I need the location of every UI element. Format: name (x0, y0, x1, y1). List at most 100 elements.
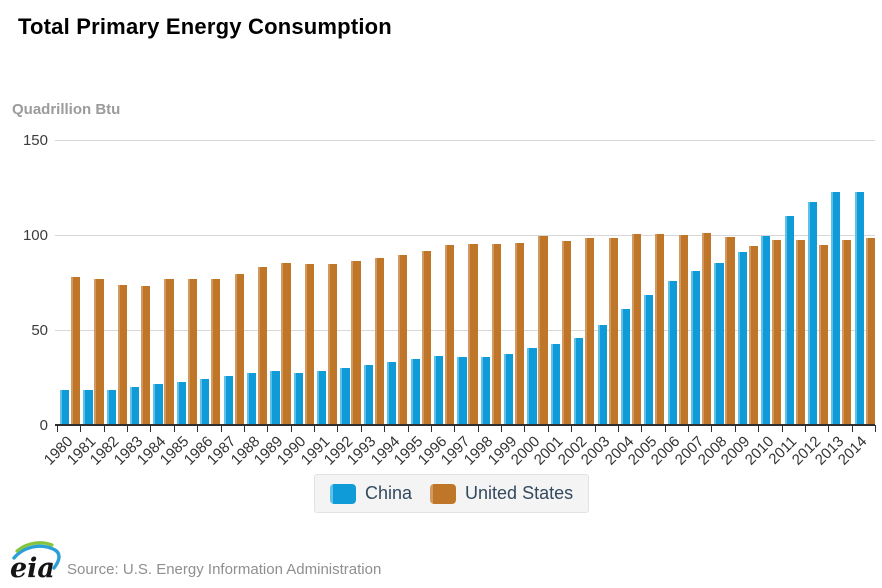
bar-united-states-2014[interactable] (865, 237, 875, 424)
x-axis-tick (875, 425, 876, 432)
x-axis-tick (384, 425, 386, 432)
bar-china-1990[interactable] (293, 372, 303, 424)
bar-china-1991[interactable] (317, 370, 327, 424)
legend-item-united-states[interactable]: United States (430, 483, 573, 504)
bar-united-states-2002[interactable] (585, 238, 595, 424)
bar-united-states-2009[interactable] (748, 245, 758, 424)
bar-china-1996[interactable] (433, 356, 444, 424)
bar-united-states-1988[interactable] (257, 266, 268, 424)
bar-china-1993[interactable] (363, 365, 374, 424)
x-axis-line (55, 424, 875, 426)
bar-china-1989[interactable] (270, 371, 280, 424)
bar-china-2008[interactable] (714, 263, 724, 424)
bar-china-1997[interactable] (457, 356, 467, 424)
bar-china-2011[interactable] (784, 216, 794, 424)
bar-china-2002[interactable] (574, 338, 584, 424)
bar-united-states-2005[interactable] (655, 233, 665, 424)
bar-china-1985[interactable] (176, 381, 187, 424)
bar-united-states-1998[interactable] (491, 244, 501, 424)
bar-china-1998[interactable] (480, 357, 490, 424)
legend-label: China (365, 483, 413, 503)
x-axis-tick (781, 425, 783, 432)
bar-china-2006[interactable] (667, 280, 677, 424)
bar-united-states-1986[interactable] (211, 278, 221, 424)
bar-united-states-1985[interactable] (187, 279, 198, 424)
legend-item-china[interactable]: China (330, 483, 412, 504)
bar-united-states-1992[interactable] (351, 261, 361, 424)
bar-united-states-2003[interactable] (608, 237, 618, 424)
bar-united-states-1980[interactable] (71, 276, 81, 424)
x-axis-tick (851, 425, 853, 432)
gridline-50 (55, 330, 875, 332)
x-axis-tick (127, 425, 129, 432)
bar-united-states-2013[interactable] (842, 239, 852, 424)
bar-china-2013[interactable] (831, 191, 841, 424)
bar-united-states-1995[interactable] (421, 250, 431, 424)
gridline-150 (55, 140, 875, 142)
bar-china-2005[interactable] (644, 295, 654, 424)
bar-united-states-1983[interactable] (141, 285, 151, 424)
bar-china-1984[interactable] (153, 383, 163, 424)
bar-united-states-1991[interactable] (328, 263, 338, 424)
bar-united-states-1999[interactable] (515, 242, 525, 424)
logo-text: eia (10, 553, 55, 583)
logo-blue-swoosh-icon (12, 544, 61, 570)
x-axis-tick (477, 425, 479, 432)
x-axis-tick (220, 425, 222, 432)
bar-united-states-1996[interactable] (444, 245, 455, 424)
x-axis-tick (617, 425, 619, 432)
bar-china-1988[interactable] (246, 372, 257, 424)
bar-china-1987[interactable] (223, 375, 233, 424)
bar-china-2014[interactable] (854, 191, 864, 424)
x-axis-tick (150, 425, 152, 432)
y-axis-label-0: 0 (39, 417, 48, 434)
x-axis-tick (641, 425, 643, 432)
bar-united-states-1993[interactable] (374, 257, 385, 424)
bar-united-states-2006[interactable] (678, 235, 688, 424)
bar-china-1983[interactable] (130, 386, 140, 424)
bar-united-states-2008[interactable] (725, 237, 735, 424)
bar-china-1982[interactable] (106, 389, 116, 424)
bar-china-2000[interactable] (527, 347, 537, 424)
bar-china-1986[interactable] (200, 378, 210, 424)
bar-china-2003[interactable] (597, 324, 607, 424)
bar-united-states-1987[interactable] (234, 273, 244, 424)
bar-united-states-2012[interactable] (818, 244, 829, 424)
gridline-100 (55, 235, 875, 237)
bar-united-states-2007[interactable] (702, 232, 712, 424)
bar-united-states-2001[interactable] (561, 240, 571, 424)
bar-united-states-1981[interactable] (94, 279, 104, 424)
bar-united-states-1997[interactable] (468, 244, 478, 424)
bar-china-2001[interactable] (550, 344, 560, 424)
bar-united-states-1994[interactable] (398, 254, 408, 424)
bar-china-1994[interactable] (387, 362, 397, 424)
x-axis-tick (173, 425, 175, 432)
bar-china-2012[interactable] (807, 201, 818, 424)
bar-united-states-2000[interactable] (538, 236, 548, 424)
bar-united-states-2011[interactable] (795, 240, 805, 424)
bar-china-2007[interactable] (691, 270, 701, 424)
y-axis-title: Quadrillion Btu (12, 101, 121, 118)
x-axis-tick (594, 425, 596, 432)
legend-label: United States (465, 483, 574, 503)
y-axis-label-150: 150 (22, 132, 48, 150)
bar-united-states-1989[interactable] (281, 262, 291, 424)
bar-united-states-2004[interactable] (631, 233, 642, 424)
bar-china-1999[interactable] (504, 353, 514, 424)
x-axis-tick (103, 425, 105, 432)
bar-united-states-2010[interactable] (772, 239, 782, 424)
x-axis-tick (804, 425, 806, 432)
x-axis-tick (688, 425, 690, 432)
bar-united-states-1984[interactable] (164, 278, 174, 424)
bar-united-states-1990[interactable] (304, 263, 314, 424)
bar-china-1995[interactable] (410, 358, 420, 424)
bar-china-1981[interactable] (83, 390, 93, 424)
bar-united-states-1982[interactable] (117, 285, 127, 424)
bar-china-2009[interactable] (737, 252, 747, 424)
x-axis-tick (267, 425, 269, 432)
x-axis-tick (290, 425, 292, 432)
bar-china-1980[interactable] (60, 390, 70, 424)
bar-china-2004[interactable] (620, 309, 631, 424)
bar-china-1992[interactable] (340, 368, 350, 424)
bar-china-2010[interactable] (761, 236, 771, 424)
